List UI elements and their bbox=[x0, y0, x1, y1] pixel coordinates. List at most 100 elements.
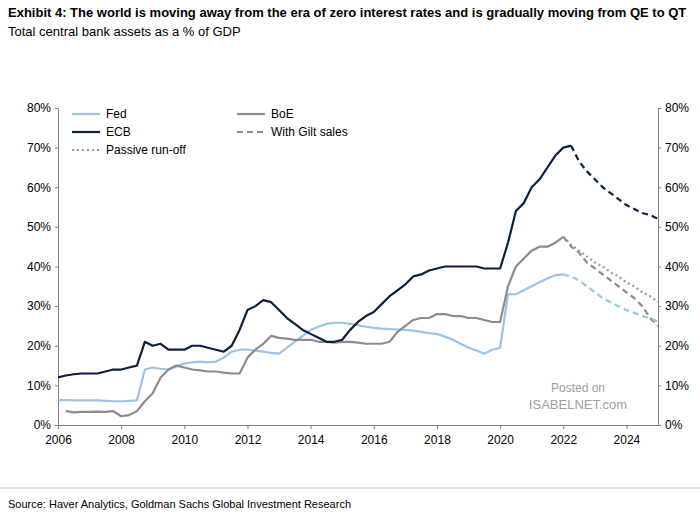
y-axis-tick-label: 0% bbox=[34, 418, 52, 432]
x-axis-tick: 2024 bbox=[614, 425, 641, 447]
y-axis-tick: 80% bbox=[27, 101, 58, 115]
y2-axis-tick: 10% bbox=[658, 379, 689, 393]
y-axis-tick: 30% bbox=[27, 299, 58, 313]
legend-label: Passive run-off bbox=[106, 143, 186, 157]
x-axis-tick-mark bbox=[311, 425, 312, 429]
y-axis-tick: 40% bbox=[27, 260, 58, 274]
legend-label: ECB bbox=[106, 125, 131, 139]
y-axis-tick-mark bbox=[55, 385, 58, 386]
y-axis-tick-label: 20% bbox=[27, 339, 51, 353]
series-line bbox=[571, 146, 658, 219]
y2-axis-tick-mark bbox=[658, 385, 661, 386]
y-axis-tick-label: 10% bbox=[27, 379, 51, 393]
legend-swatch bbox=[72, 131, 100, 133]
y2-axis-tick-mark bbox=[658, 187, 661, 188]
legend-item: Passive run-off bbox=[72, 143, 186, 157]
legend-item: Fed bbox=[72, 107, 127, 121]
x-axis-tick-mark bbox=[121, 425, 122, 429]
series-line bbox=[563, 274, 658, 322]
series-line bbox=[563, 237, 658, 302]
y2-axis-tick-mark bbox=[658, 267, 661, 268]
y-axis-tick: 20% bbox=[27, 339, 58, 353]
y-axis-tick-label: 30% bbox=[27, 299, 51, 313]
y-axis-tick-label: 60% bbox=[27, 181, 51, 195]
y2-axis-tick-label: 80% bbox=[665, 101, 689, 115]
y2-axis-tick-label: 60% bbox=[665, 181, 689, 195]
legend-label: Fed bbox=[106, 107, 127, 121]
annotation: Posted on bbox=[551, 381, 605, 395]
y2-axis-tick: 80% bbox=[658, 101, 689, 115]
legend-swatch bbox=[237, 131, 265, 133]
y2-axis-tick-mark bbox=[658, 148, 661, 149]
series-line bbox=[563, 237, 658, 326]
x-axis-tick: 2014 bbox=[298, 425, 325, 447]
chart-container: Exhibit 4: The world is moving away from… bbox=[0, 0, 700, 520]
y-axis-tick-mark bbox=[55, 346, 58, 347]
x-axis-tick-mark bbox=[626, 425, 627, 429]
y2-axis-tick-mark bbox=[658, 425, 661, 426]
y-axis-tick-label: 70% bbox=[27, 141, 51, 155]
x-axis-tick-label: 2006 bbox=[45, 433, 72, 447]
x-axis: 2006 2008 2010 2012 2014 2016 2018 2020 2022 2024 bbox=[45, 425, 658, 447]
legend-item: BoE bbox=[237, 107, 294, 121]
legend-label: BoE bbox=[271, 107, 294, 121]
y-axis-tick-mark bbox=[55, 306, 58, 307]
y-axis-tick-mark bbox=[55, 108, 58, 109]
x-axis-tick: 2022 bbox=[550, 425, 577, 447]
y-axis-tick-label: 50% bbox=[27, 220, 51, 234]
x-axis-tick-mark bbox=[374, 425, 375, 429]
legend-label: With Gilt sales bbox=[271, 125, 348, 139]
y2-axis-tick: 70% bbox=[658, 141, 689, 155]
y2-axis-tick-label: 20% bbox=[665, 339, 689, 353]
y2-axis-tick-mark bbox=[658, 227, 661, 228]
x-axis-tick-label: 2020 bbox=[487, 433, 514, 447]
y2-axis-tick-mark bbox=[658, 346, 661, 347]
annotation: ISABELNET.com bbox=[529, 397, 627, 412]
y2-axis-tick-label: 40% bbox=[665, 260, 689, 274]
y2-axis-tick: 20% bbox=[658, 339, 689, 353]
source: Source: Haver Analytics, Goldman Sachs G… bbox=[8, 498, 351, 510]
chart-svg: Exhibit 4: The world is moving away from… bbox=[0, 0, 700, 520]
x-axis-tick-mark bbox=[563, 425, 564, 429]
x-axis-tick: 2020 bbox=[487, 425, 514, 447]
y2-axis-tick: 0% bbox=[658, 418, 683, 432]
x-axis-line bbox=[59, 425, 659, 426]
x-axis-tick-label: 2018 bbox=[424, 433, 451, 447]
legend-swatch bbox=[72, 113, 100, 115]
y2-axis-tick-label: 50% bbox=[665, 220, 689, 234]
y2-axis-tick: 40% bbox=[658, 260, 689, 274]
legend: Fed BoE ECB With Gilt sales Passive run-off bbox=[72, 107, 348, 157]
x-axis-tick: 2016 bbox=[361, 425, 388, 447]
x-axis-tick: 2008 bbox=[108, 425, 135, 447]
subtitle: Total central bank assets as a % of GDP bbox=[8, 24, 241, 39]
legend-swatch bbox=[237, 113, 265, 115]
legend-item: With Gilt sales bbox=[237, 125, 348, 139]
legend-swatch bbox=[72, 149, 100, 151]
x-axis-tick: 2018 bbox=[424, 425, 451, 447]
y2-axis-tick: 30% bbox=[658, 299, 689, 313]
series-line bbox=[58, 274, 563, 401]
y2-axis-tick-label: 30% bbox=[665, 299, 689, 313]
y-axis-tick: 50% bbox=[27, 220, 58, 234]
separator bbox=[0, 488, 700, 489]
x-axis-tick-label: 2008 bbox=[108, 433, 135, 447]
x-axis-tick-label: 2012 bbox=[235, 433, 262, 447]
plot-area bbox=[58, 146, 658, 417]
x-axis-tick: 2010 bbox=[171, 425, 198, 447]
legend-item: ECB bbox=[72, 125, 131, 139]
x-axis-tick-mark bbox=[184, 425, 185, 429]
y2-axis-tick-mark bbox=[658, 108, 661, 109]
y-axis-tick-label: 80% bbox=[27, 101, 51, 115]
y-axis-tick: 0% bbox=[34, 418, 58, 432]
title-line: Exhibit 4: The world is moving away from… bbox=[8, 5, 686, 20]
y-axis-tick-mark bbox=[55, 148, 58, 149]
x-axis-tick-mark bbox=[58, 425, 59, 429]
y-axis: 0% 10% 20% 30% 40% 50% 60% 70% 80% bbox=[27, 101, 59, 432]
y-axis-tick: 10% bbox=[27, 379, 58, 393]
y-axis-tick-mark bbox=[55, 267, 58, 268]
series-line bbox=[66, 237, 563, 417]
y2-axis: 0% 10% 20% 30% 40% 50% 60% 70% 80% bbox=[658, 101, 689, 432]
y-axis-tick: 70% bbox=[27, 141, 58, 155]
x-axis-tick-label: 2014 bbox=[298, 433, 325, 447]
x-axis-tick-mark bbox=[500, 425, 501, 429]
